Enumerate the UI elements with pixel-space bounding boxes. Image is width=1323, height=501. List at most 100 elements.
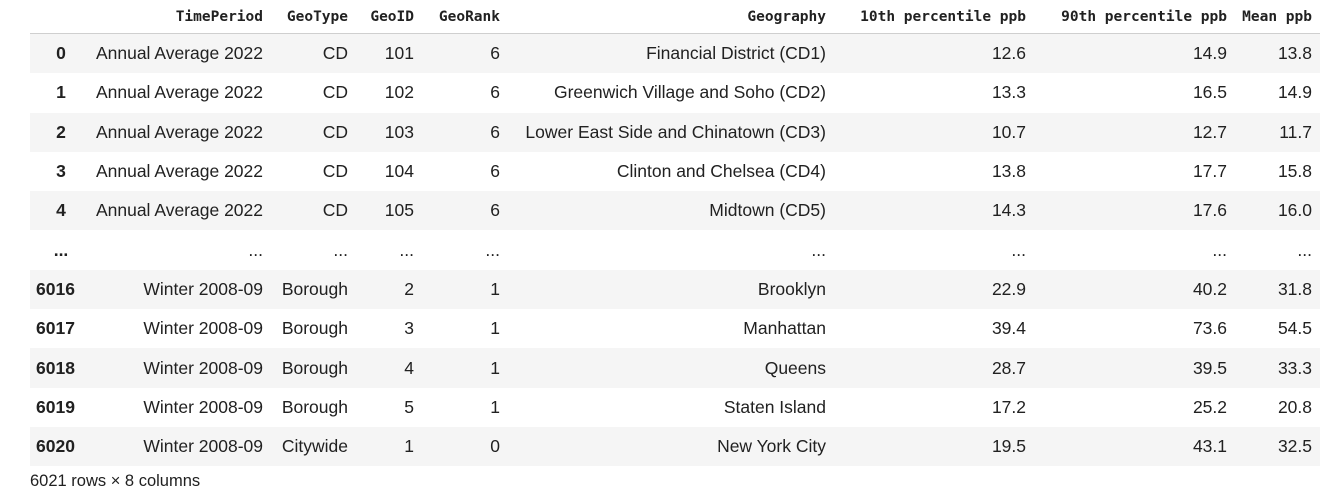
table-row: 1 Annual Average 2022 CD 102 6 Greenwich Vill… <box>30 73 1320 113</box>
row-index: 6019 <box>36 396 75 417</box>
table-cell: Brooklyn <box>757 278 826 299</box>
table-cell: 103 <box>384 121 414 142</box>
column-header: GeoID <box>356 0 422 34</box>
table-cell: 40.2 <box>1192 278 1227 299</box>
table-cell: 104 <box>384 161 414 182</box>
table-cell: Winter 2008-09 <box>143 278 263 299</box>
column-header: 90th percentile ppb <box>1034 0 1235 34</box>
table-cell: Borough <box>281 278 348 299</box>
table-row: 6018 Winter 2008-09 Borough 4 1 Queens 28.7 39.… <box>30 348 1320 388</box>
table-cell: 16.0 <box>1277 200 1312 221</box>
table-cell: 39.4 <box>991 318 1026 339</box>
table-cell: 22.9 <box>991 278 1026 299</box>
table-cell: 11.7 <box>1279 121 1312 142</box>
column-header: 10th percentile ppb <box>834 0 1034 34</box>
table-cell: CD <box>322 200 348 221</box>
table-cell: ... <box>399 239 414 260</box>
table-row: 6017 Winter 2008-09 Borough 3 1 Manhattan 39.4… <box>30 309 1320 349</box>
row-index: 6020 <box>36 436 75 457</box>
table-cell: New York City <box>717 436 826 457</box>
table-cell: 13.3 <box>991 82 1026 103</box>
table-cell: 17.6 <box>1192 200 1227 221</box>
table-cell: 13.8 <box>1277 43 1312 64</box>
table-cell: 14.3 <box>991 200 1026 221</box>
table-cell: Lower East Side and Chinatown (CD3) <box>525 121 826 142</box>
table-cell: 101 <box>384 43 414 64</box>
table-cell: CD <box>322 121 348 142</box>
table-cell: 6 <box>490 82 500 103</box>
table-cell: 14.9 <box>1277 82 1312 103</box>
table-cell: Queens <box>764 357 826 378</box>
table-cell: 10.7 <box>991 121 1026 142</box>
row-index: 0 <box>56 43 66 64</box>
dataframe-table: TimePeriod GeoType GeoID GeoRank Geograp… <box>30 0 1320 467</box>
row-index: 6016 <box>36 278 75 299</box>
table-cell: 1 <box>490 357 500 378</box>
table-cell: Winter 2008-09 <box>143 357 263 378</box>
table-cell: 32.5 <box>1277 436 1312 457</box>
table-cell: 12.7 <box>1192 121 1227 142</box>
table-cell: Borough <box>281 357 348 378</box>
table-row: 0 Annual Average 2022 CD 101 6 Financial Dist… <box>30 33 1320 74</box>
row-index: ... <box>53 239 69 260</box>
table-cell: 5 <box>404 396 414 417</box>
table-cell: Manhattan <box>743 318 826 339</box>
table-cell: ... <box>485 239 500 260</box>
table-cell: ... <box>1212 239 1227 260</box>
index-header <box>30 0 92 34</box>
table-header: TimePeriod GeoType GeoID GeoRank Geograp… <box>30 0 1320 34</box>
table-cell: 54.5 <box>1277 318 1312 339</box>
table-cell: ... <box>811 239 826 260</box>
row-index: 1 <box>56 82 66 103</box>
table-cell: 28.7 <box>991 357 1026 378</box>
table-cell: 13.8 <box>991 161 1026 182</box>
row-index: 6017 <box>36 318 75 339</box>
table-cell: 102 <box>384 82 414 103</box>
table-cell: 1 <box>490 318 500 339</box>
table-cell: Winter 2008-09 <box>143 318 263 339</box>
table-row: 2 Annual Average 2022 CD 103 6 Lower East Sid… <box>30 112 1320 152</box>
table-cell: Citywide <box>281 436 348 457</box>
table-cell: 6 <box>490 200 500 221</box>
table-row: 3 Annual Average 2022 CD 104 6 Clinton and Ch… <box>30 151 1320 192</box>
table-cell: Borough <box>281 396 348 417</box>
table-cell: 4 <box>404 357 414 378</box>
table-cell: Financial District (CD1) <box>646 43 826 64</box>
dataframe-shape: 6021 rows × 8 columns <box>30 472 201 490</box>
table-cell: Annual Average 2022 <box>95 200 263 221</box>
table-cell: 105 <box>384 200 414 221</box>
table-cell: Midtown (CD5) <box>709 200 826 221</box>
table-row: 6020 Winter 2008-09 Citywide 1 0 New York Cit… <box>30 426 1320 467</box>
table-cell: 17.7 <box>1192 161 1227 182</box>
table-cell: Annual Average 2022 <box>95 161 263 182</box>
header-row: TimePeriod GeoType GeoID GeoRank Geograp… <box>30 0 1320 34</box>
table-cell: ... <box>1011 239 1026 260</box>
table-cell: Annual Average 2022 <box>95 43 263 64</box>
table-cell: CD <box>322 82 348 103</box>
table-cell: 31.8 <box>1277 278 1312 299</box>
table-cell: 19.5 <box>991 436 1026 457</box>
table-cell: Staten Island <box>723 396 826 417</box>
table-cell: 25.2 <box>1192 396 1227 417</box>
table-cell: 6 <box>490 43 500 64</box>
table-cell: CD <box>322 161 348 182</box>
table-cell: 0 <box>490 436 500 457</box>
table-row: ........................... <box>30 230 1320 270</box>
column-header: GeoType <box>271 0 356 34</box>
table-cell: ... <box>333 239 348 260</box>
table-row: 6019 Winter 2008-09 Borough 5 1 Staten Island… <box>30 387 1320 427</box>
table-cell: Winter 2008-09 <box>143 436 263 457</box>
column-header: Mean ppb <box>1235 0 1320 34</box>
table-row: 6016 Winter 2008-09 Borough 2 1 Brooklyn 22.9 4… <box>30 269 1320 310</box>
table-cell: 2 <box>404 278 414 299</box>
table-cell: Greenwich Village and Soho (CD2) <box>553 82 826 103</box>
table-cell: 14.9 <box>1192 43 1227 64</box>
table-cell: Winter 2008-09 <box>143 396 263 417</box>
table-cell: 1 <box>490 396 500 417</box>
table-cell: 43.1 <box>1192 436 1227 457</box>
table-cell: 33.3 <box>1277 357 1312 378</box>
row-index: 6018 <box>36 357 75 378</box>
table-cell: ... <box>248 239 263 260</box>
table-row: 4 Annual Average 2022 CD 105 6 Midtown (CD5) 1… <box>30 191 1320 231</box>
table-cell: 39.5 <box>1192 357 1227 378</box>
